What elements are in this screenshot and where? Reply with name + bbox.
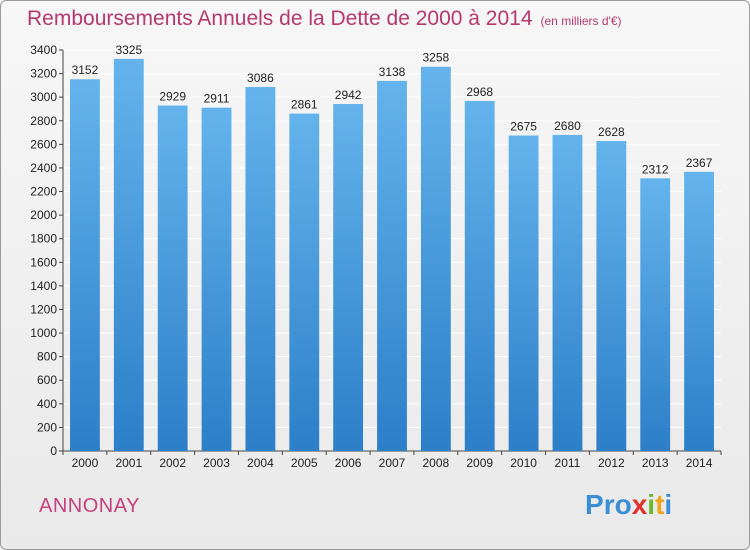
y-tick-label: 1800 [30,232,57,246]
y-tick-labels: 0 200 400 600 800 1000 1200 1400 1600 1800 2000 220… [30,43,57,458]
y-tick-label: 600 [37,373,57,387]
bar-value-label: 3086 [247,71,274,85]
x-tick-label: 2003 [203,456,230,470]
y-tick-label: 2600 [30,137,57,151]
bar [508,135,539,451]
x-tick-label: 2006 [335,456,362,470]
logo-letter: P [585,489,604,520]
x-tick-label: 2004 [247,456,274,470]
logo-letter: x [631,489,648,520]
bar-value-label: 2367 [686,156,713,170]
x-tick-label: 2007 [379,456,406,470]
bar-value-label: 2680 [554,119,581,133]
proxiti-logo: Proxiti [585,489,672,521]
y-tick-label: 2400 [30,161,57,175]
bar [596,141,627,451]
logo-letter: o [614,489,632,520]
y-tick-label: 400 [37,397,57,411]
bar [201,107,232,452]
x-tick-label: 2010 [510,456,537,470]
logo-letter: r [603,489,615,520]
y-tick-label: 0 [50,444,57,458]
x-tick-label: 2001 [115,456,142,470]
bar-value-label: 2942 [335,88,362,102]
x-tick-label: 2002 [159,456,186,470]
x-tick-labels: 2000 2001 2002 2003 2004 2005 2006 2007 2008 2009… [72,456,713,470]
bar [684,171,714,451]
x-tick-label: 2013 [642,456,669,470]
bar-value-label: 2929 [159,90,186,104]
chart-title-text: Remboursements Annuels de la Dette de 20… [27,7,533,30]
chart-subtitle: (en milliers d'€) [540,14,622,28]
x-tick-label: 2008 [423,456,450,470]
bar-value-label: 3152 [72,63,99,77]
y-tick-label: 1600 [30,255,57,269]
y-tick-label: 1200 [30,302,57,316]
bar [289,113,320,451]
x-tick-label: 2012 [598,456,625,470]
bar-value-label: 3258 [423,51,450,65]
y-tick-label: 200 [37,420,57,434]
bar-value-label: 2911 [204,92,230,106]
bar [420,66,451,451]
y-tick-label: 3200 [30,67,57,81]
bars [70,58,714,452]
bar-value-label: 2968 [466,85,493,99]
y-tick-label: 1000 [30,326,57,340]
bar-value-label: 2312 [642,162,669,176]
x-tick-label: 2005 [291,456,318,470]
x-tick-label: 2000 [72,456,99,470]
y-tick-label: 2800 [30,114,57,128]
logo-letter: i [664,489,673,520]
x-tick-label: 2014 [686,456,713,470]
city-name: ANNONAY [39,495,140,517]
bar [157,105,188,451]
bar-value-label: 2675 [510,120,537,134]
bar [377,80,407,452]
y-tick-label: 3400 [30,43,57,57]
bar [113,58,144,452]
y-tick-label: 3000 [30,90,57,104]
bar [245,87,276,451]
bar [552,134,583,451]
y-tick-label: 1400 [30,279,57,293]
y-tick-label: 2000 [30,208,57,222]
x-tick-label: 2009 [466,456,493,470]
bar-value-label: 2628 [598,125,625,139]
bar [333,104,364,451]
bar-value-label: 2861 [291,98,318,112]
logo-letter: i [647,489,656,520]
bar [464,100,495,451]
chart-title: Remboursements Annuels de la Dette de 20… [27,7,622,31]
bar [70,79,100,451]
bar-value-label: 3325 [115,43,142,57]
bar [640,178,671,451]
x-tick-label: 2011 [555,456,581,470]
bar-value-label: 3138 [379,65,406,79]
bar-value-labels: 3152 3325 2929 2911 3086 2861 2942 3138 3258 2968… [72,43,713,176]
y-tick-label: 2200 [30,185,57,199]
logo-letter: t [655,489,665,520]
y-tick-label: 800 [37,350,57,364]
